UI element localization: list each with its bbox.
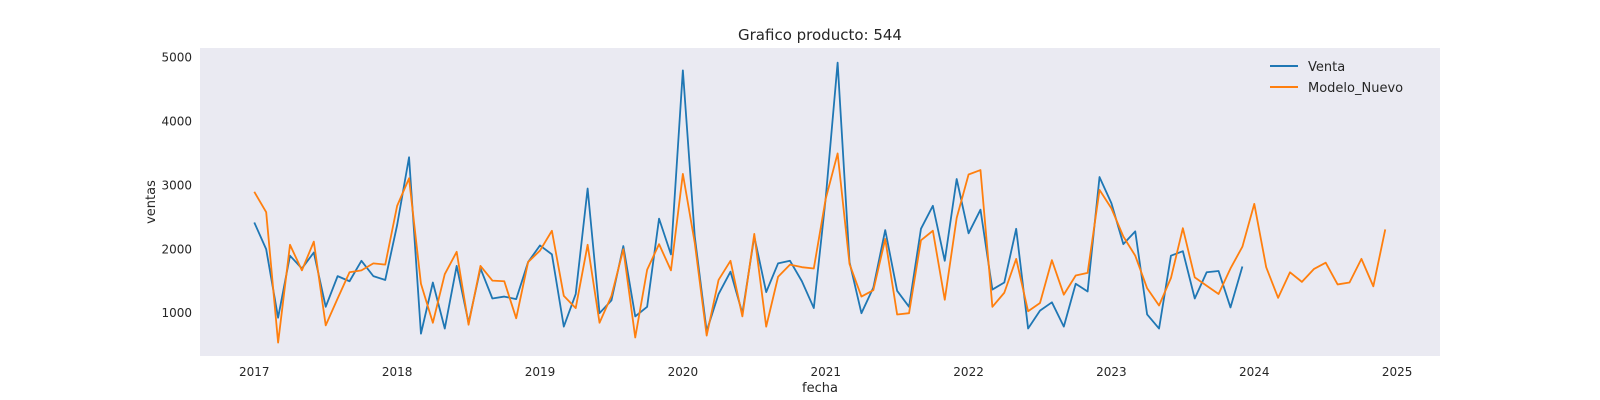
y-tick-label: 2000	[161, 242, 192, 256]
x-tick-label: 2018	[382, 365, 413, 379]
chart-title: Grafico producto: 544	[738, 26, 902, 44]
series-layer	[253, 61, 1387, 344]
x-tick-label: 2025	[1382, 365, 1413, 379]
x-tick-label: 2023	[1096, 365, 1127, 379]
x-tick-label: 2019	[525, 365, 556, 379]
legend-label: Venta	[1308, 60, 1345, 75]
plot-area	[200, 48, 1440, 356]
legend: Venta Modelo_Nuevo	[1270, 60, 1403, 96]
x-tick-label: 2022	[953, 365, 984, 379]
y-tick-label: 1000	[161, 306, 192, 320]
y-axis: 1000 2000 3000 4000 5000	[161, 51, 192, 321]
x-tick-label: 2017	[239, 365, 270, 379]
legend-item: Modelo_Nuevo	[1270, 81, 1403, 96]
x-tick-label: 2024	[1239, 365, 1270, 379]
y-tick-label: 4000	[161, 114, 192, 128]
y-tick-label: 5000	[161, 51, 192, 65]
legend-item: Venta	[1270, 60, 1345, 75]
x-axis: 2017 2018 2019 2020 2021 2022 2023 2024 2025	[239, 365, 1412, 379]
y-tick-label: 3000	[161, 178, 192, 192]
x-tick-label: 2020	[668, 365, 699, 379]
y-axis-label: ventas	[144, 180, 159, 224]
legend-label: Modelo_Nuevo	[1308, 81, 1403, 96]
x-axis-label: fecha	[802, 381, 838, 396]
x-tick-label: 2021	[810, 365, 841, 379]
series-line-modelo-nuevo	[253, 152, 1387, 344]
